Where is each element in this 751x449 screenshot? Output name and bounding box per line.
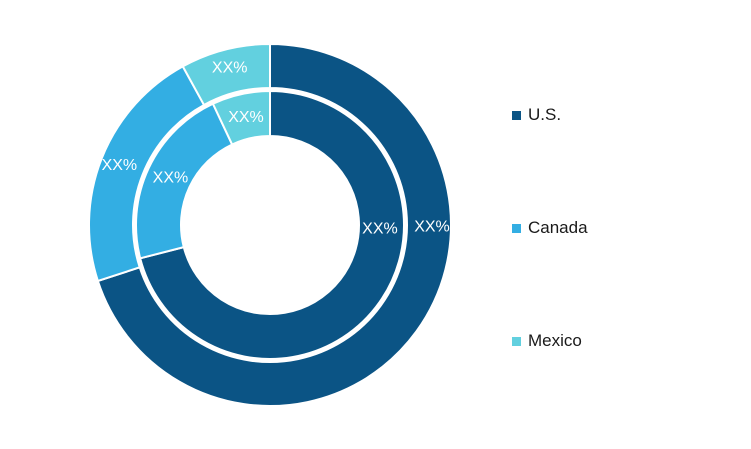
outer-slice-mexico xyxy=(181,42,271,107)
inner-label-mexico: XX% xyxy=(228,109,264,126)
legend-label-canada: Canada xyxy=(528,218,588,237)
inner-slice-us xyxy=(138,89,405,360)
inner-label-canada: XX% xyxy=(153,170,189,187)
outer-slice-us xyxy=(96,42,452,407)
legend-label-us: U.S. xyxy=(528,105,562,124)
legend-swatch-mexico xyxy=(512,336,521,346)
legend-item-us: U.S. xyxy=(512,105,561,125)
inner-slice-mexico xyxy=(211,89,271,146)
inner-label-us: XX% xyxy=(362,220,398,237)
legend-swatch-us xyxy=(512,110,521,120)
legend-label-mexico: Mexico xyxy=(528,331,582,350)
outer-label-us: XX% xyxy=(414,219,450,236)
slice-labels: XX% XX% XX% XX% XX% XX% xyxy=(102,60,450,238)
outer-ring xyxy=(88,42,452,407)
legend-item-canada: Canada xyxy=(512,218,588,238)
inner-ring xyxy=(135,89,405,360)
legend-swatch-canada xyxy=(512,223,521,233)
legend-item-mexico: Mexico xyxy=(512,331,582,351)
outer-label-mexico: XX% xyxy=(212,60,248,77)
outer-label-canada: XX% xyxy=(102,157,138,174)
